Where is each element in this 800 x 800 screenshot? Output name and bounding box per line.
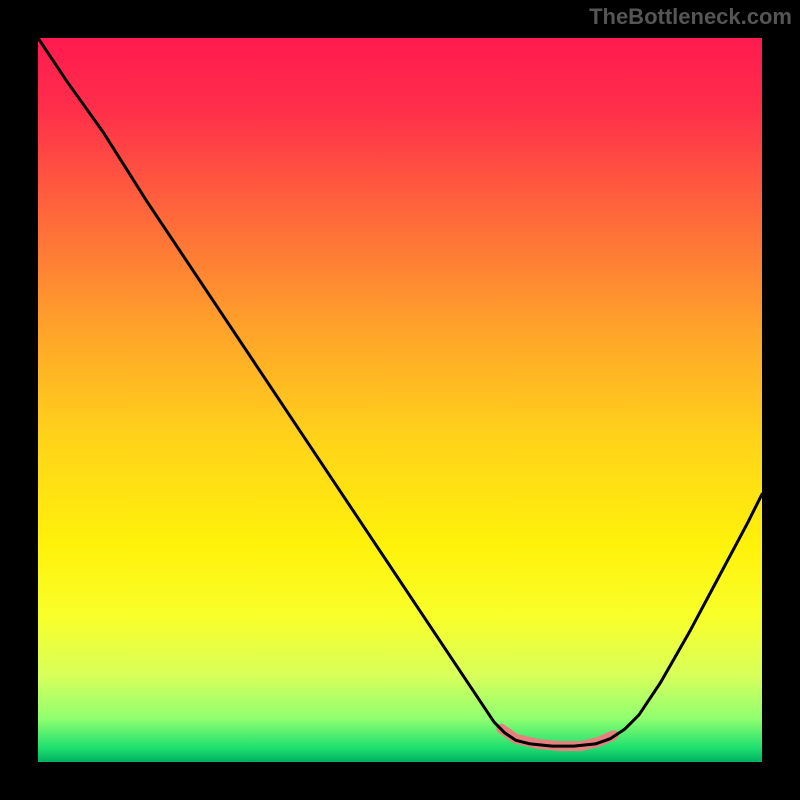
watermark-text: TheBottleneck.com bbox=[589, 4, 792, 30]
gradient-rect bbox=[38, 38, 762, 762]
plot-area bbox=[38, 38, 762, 762]
plot-svg bbox=[38, 38, 762, 762]
chart-container: TheBottleneck.com bbox=[0, 0, 800, 800]
